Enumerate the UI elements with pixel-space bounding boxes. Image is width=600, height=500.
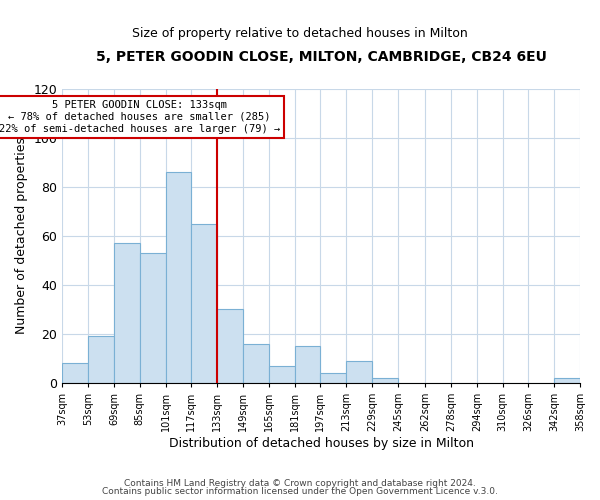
Bar xyxy=(554,378,580,383)
Bar xyxy=(191,224,217,383)
Text: 5 PETER GOODIN CLOSE: 133sqm
← 78% of detached houses are smaller (285)
22% of s: 5 PETER GOODIN CLOSE: 133sqm ← 78% of de… xyxy=(0,100,280,134)
Bar xyxy=(372,378,398,383)
Bar xyxy=(243,344,269,383)
Y-axis label: Number of detached properties: Number of detached properties xyxy=(15,138,28,334)
Bar xyxy=(114,244,140,383)
Bar xyxy=(166,172,191,383)
Bar xyxy=(269,366,295,383)
Bar xyxy=(140,253,166,383)
Bar xyxy=(320,373,346,383)
Bar xyxy=(217,310,243,383)
Text: Contains public sector information licensed under the Open Government Licence v.: Contains public sector information licen… xyxy=(102,487,498,496)
Bar xyxy=(295,346,320,383)
Bar xyxy=(62,364,88,383)
Text: Contains HM Land Registry data © Crown copyright and database right 2024.: Contains HM Land Registry data © Crown c… xyxy=(124,478,476,488)
X-axis label: Distribution of detached houses by size in Milton: Distribution of detached houses by size … xyxy=(169,437,473,450)
Bar xyxy=(88,336,114,383)
Bar xyxy=(346,361,372,383)
Title: 5, PETER GOODIN CLOSE, MILTON, CAMBRIDGE, CB24 6EU: 5, PETER GOODIN CLOSE, MILTON, CAMBRIDGE… xyxy=(96,50,547,64)
Text: Size of property relative to detached houses in Milton: Size of property relative to detached ho… xyxy=(132,28,468,40)
